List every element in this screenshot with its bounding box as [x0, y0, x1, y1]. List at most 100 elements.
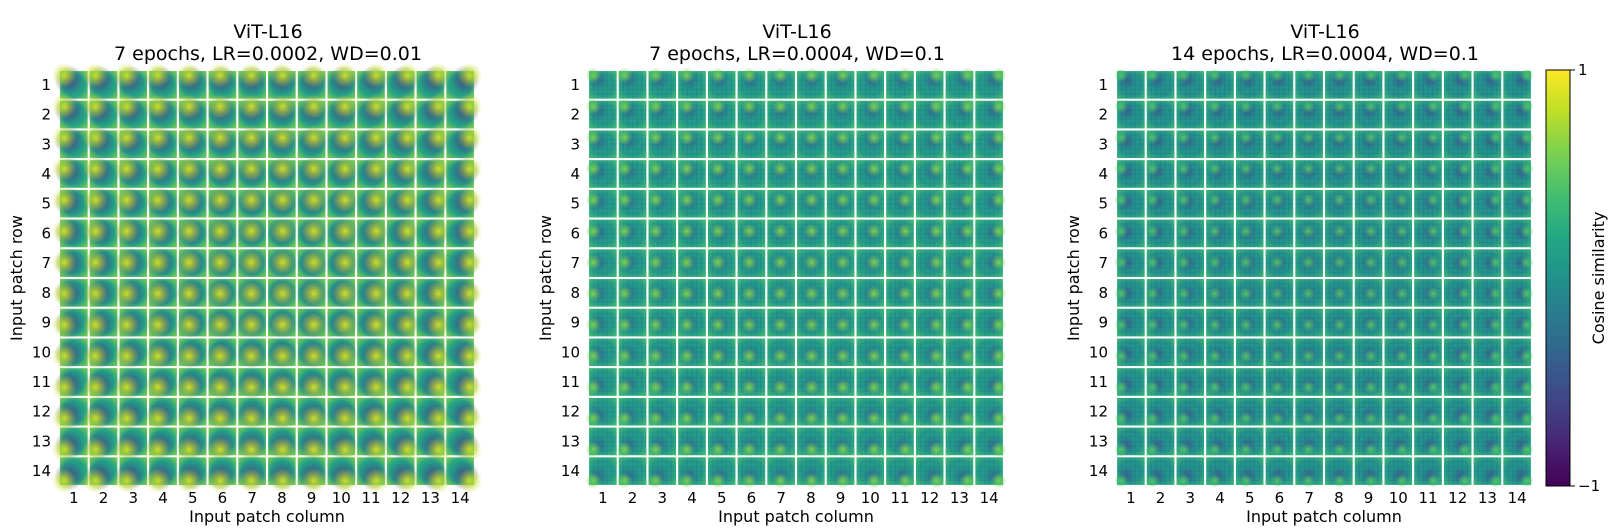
heatmap-cell: [616, 397, 647, 427]
col-tick-label: 14: [980, 489, 999, 507]
heatmap-cell: [1503, 397, 1534, 426]
heatmap-cell: [1265, 249, 1294, 277]
row-tick-label: 13: [1089, 432, 1108, 450]
row-tick-label: 11: [561, 373, 580, 391]
heatmap-cell: [206, 156, 237, 188]
heatmap-cell: [446, 338, 483, 370]
heatmap-cell: [975, 219, 1007, 248]
heatmap-cell: [767, 338, 795, 367]
heatmap-cell: [114, 308, 148, 339]
heatmap-cell: [826, 308, 855, 337]
row-tick-label: 11: [1089, 373, 1108, 391]
row-tick-label: 4: [570, 165, 580, 183]
heatmap-cell: [616, 249, 647, 277]
heatmap-cell: [83, 156, 118, 188]
col-tick-label: 13: [950, 489, 969, 507]
heatmap-cell: [175, 217, 207, 248]
col-tick-label: 13: [421, 489, 440, 507]
heatmap-cell: [327, 427, 359, 462]
heatmap-cell: [297, 156, 328, 188]
heatmap-cell: [767, 129, 795, 159]
col-tick-label: 12: [391, 489, 410, 507]
heatmap-cell: [856, 338, 885, 367]
heatmap-cell: [1295, 397, 1323, 426]
col-tick-label: 1: [598, 489, 608, 507]
heatmap-cell: [1414, 68, 1442, 99]
panel-1-xlabel: Input patch column: [189, 507, 345, 526]
heatmap-cell: [616, 219, 647, 248]
heatmap-cell: [826, 427, 855, 458]
heatmap-cell: [1265, 68, 1294, 99]
panel-2-xlabel: Input patch column: [718, 507, 874, 526]
heatmap-cell: [1354, 219, 1383, 248]
heatmap-cell: [1114, 279, 1145, 307]
panel-2-title: ViT-L16: [762, 21, 831, 43]
row-tick-label: 2: [41, 106, 51, 124]
heatmap-cell: [707, 279, 736, 307]
heatmap-cell: [386, 397, 420, 431]
heatmap-cell: [267, 217, 298, 248]
heatmap-cell: [1354, 457, 1383, 488]
heatmap-cell: [145, 427, 177, 462]
heatmap-cell: [357, 62, 389, 99]
heatmap-cell: [1384, 189, 1413, 218]
heatmap-cell: [114, 247, 148, 278]
heatmap-cell: [175, 427, 207, 462]
heatmap-cell: [1414, 219, 1442, 248]
heatmap-cell: [297, 217, 328, 248]
heatmap-cell: [416, 217, 451, 248]
heatmap-cell: [826, 457, 855, 489]
col-tick-label: 8: [806, 489, 816, 507]
heatmap-cell: [446, 397, 483, 431]
heatmap-cell: [678, 160, 706, 188]
heatmap-cell: [1414, 249, 1442, 277]
heatmap-cell: [1414, 338, 1442, 367]
heatmap-cell: [83, 368, 118, 400]
heatmap-cell: [1176, 130, 1205, 159]
heatmap-cell: [145, 94, 177, 129]
heatmap-cell: [357, 338, 389, 370]
heatmap-cell: [707, 368, 736, 396]
heatmap-cell: [856, 457, 885, 489]
heatmap-cell: [856, 67, 885, 99]
heatmap-cell: [51, 125, 88, 159]
heatmap-cell: [1176, 427, 1205, 457]
panel-2-subtitle: 7 epochs, LR=0.0004, WD=0.1: [649, 43, 945, 65]
heatmap-cell: [826, 129, 855, 159]
heatmap-cell: [1295, 427, 1323, 457]
heatmap-cell: [1114, 338, 1145, 367]
heatmap-cell: [1503, 368, 1534, 396]
heatmap-cell: [797, 308, 825, 337]
heatmap-cell: [416, 457, 451, 494]
heatmap-cell: [1354, 368, 1383, 396]
heatmap-cell: [1473, 279, 1503, 307]
heatmap-cell: [297, 368, 328, 400]
heatmap-cell: [1176, 397, 1205, 426]
heatmap-cell: [175, 94, 207, 129]
heatmap-cell: [386, 368, 420, 400]
heatmap-cell: [83, 94, 118, 129]
heatmap-cell: [707, 457, 736, 489]
heatmap-cell: [1114, 308, 1145, 337]
heatmap-cell: [886, 279, 914, 307]
colorbar-gradient: [1545, 69, 1571, 487]
heatmap-cell: [297, 427, 328, 462]
heatmap-cell: [1503, 308, 1534, 337]
heatmap-cell: [145, 397, 177, 431]
heatmap-cell: [1265, 308, 1294, 337]
heatmap-cell: [945, 67, 976, 99]
heatmap-cell: [1443, 427, 1472, 457]
heatmap-cell: [1325, 99, 1353, 129]
heatmap-cell: [1354, 427, 1383, 457]
heatmap-cell: [585, 368, 617, 396]
col-tick-label: 5: [188, 489, 198, 507]
heatmap-cell: [886, 368, 914, 396]
heatmap-cell: [236, 427, 267, 462]
col-tick-label: 7: [776, 489, 786, 507]
heatmap-cell: [1176, 99, 1205, 129]
col-tick-label: 14: [1508, 489, 1527, 507]
heatmap-cell: [1145, 99, 1175, 129]
heatmap-cell: [1206, 130, 1234, 159]
heatmap-cell: [236, 217, 267, 248]
heatmap-cell: [145, 125, 177, 159]
